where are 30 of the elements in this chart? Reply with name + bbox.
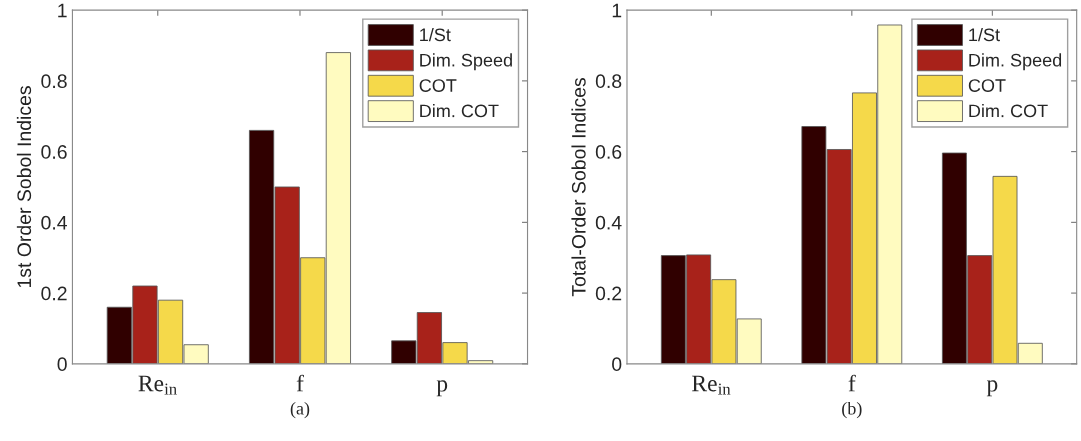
legend-label: COT <box>419 79 457 92</box>
y-tick-label: 1 <box>58 3 67 18</box>
x-tick-label: Re$_{in}$ <box>692 375 731 395</box>
legend-label: 1/St <box>420 27 451 42</box>
x-tick-label: Re$_{in}$ <box>138 375 177 395</box>
y-tick-label: 0 <box>57 357 67 372</box>
y-axis-title: Total-Order Sobol Indices <box>571 77 586 297</box>
legend-label: COT <box>968 79 1006 92</box>
legend-label: 1/St <box>969 27 1000 42</box>
legend-label: Dim. Speed <box>969 53 1062 71</box>
y-tick-label: 0.8 <box>41 74 67 89</box>
y-tick-label: 0 <box>612 357 622 372</box>
y-axis-title: 1st Order Sobol Indices <box>16 86 32 288</box>
x-axis-title: (b) <box>842 401 862 419</box>
x-axis-title: (a) <box>290 401 310 419</box>
legend-label: Dim. COT <box>969 104 1048 118</box>
x-tick-label: f <box>848 374 856 392</box>
legend-label: Dim. Speed <box>420 53 512 71</box>
x-tick-label: p <box>436 380 448 397</box>
y-tick-label: 0.8 <box>595 74 622 89</box>
x-tick-label: f <box>296 374 304 392</box>
y-tick-label: 0.2 <box>41 286 67 301</box>
x-tick-label: p <box>986 380 998 397</box>
y-tick-label: 1 <box>612 3 622 18</box>
y-tick-label: 0.6 <box>41 145 67 159</box>
y-tick-label: 0.6 <box>595 145 622 159</box>
legend-label: Dim. COT <box>420 104 499 118</box>
y-tick-label: 0.2 <box>595 286 622 301</box>
y-tick-label: 0.4 <box>595 215 622 230</box>
y-tick-label: 0.4 <box>41 215 67 230</box>
